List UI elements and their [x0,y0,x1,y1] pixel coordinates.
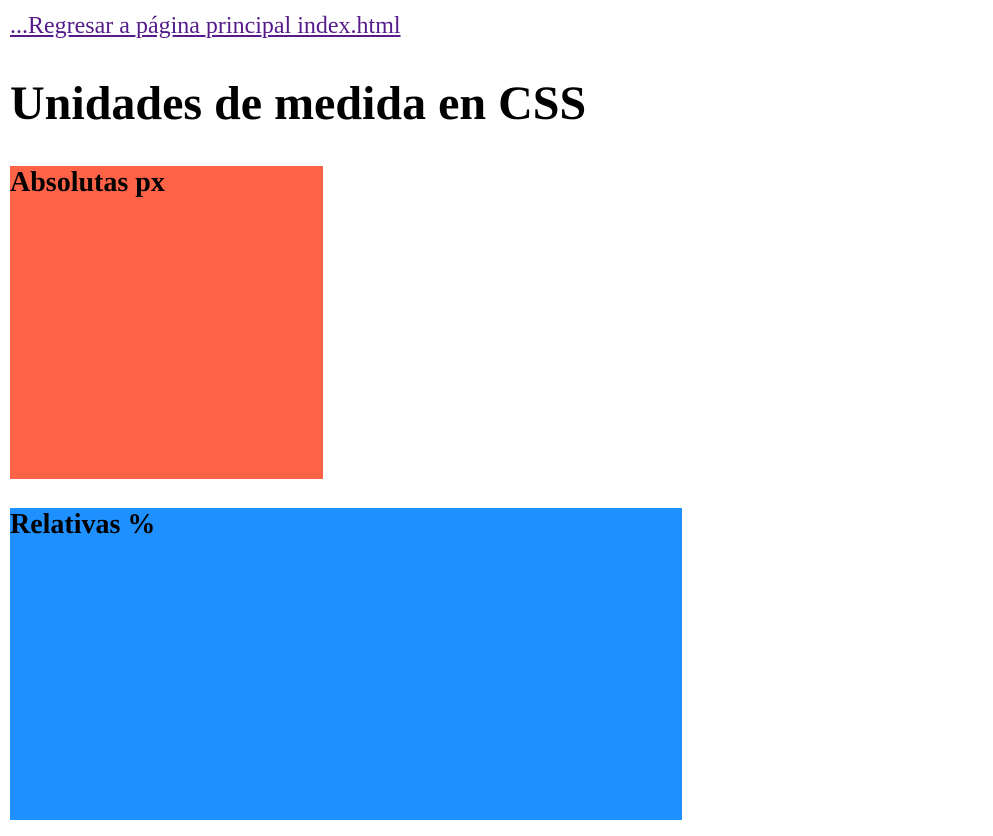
relative-units-box: Relativas % [10,508,682,820]
page-title: Unidades de medida en CSS [10,77,587,130]
relative-units-heading: Relativas % [10,509,156,540]
absolute-units-box: Absolutas px [10,166,323,479]
back-to-index-link[interactable]: ...Regresar a página principal index.htm… [10,13,401,39]
absolute-units-heading: Absolutas px [10,167,165,198]
